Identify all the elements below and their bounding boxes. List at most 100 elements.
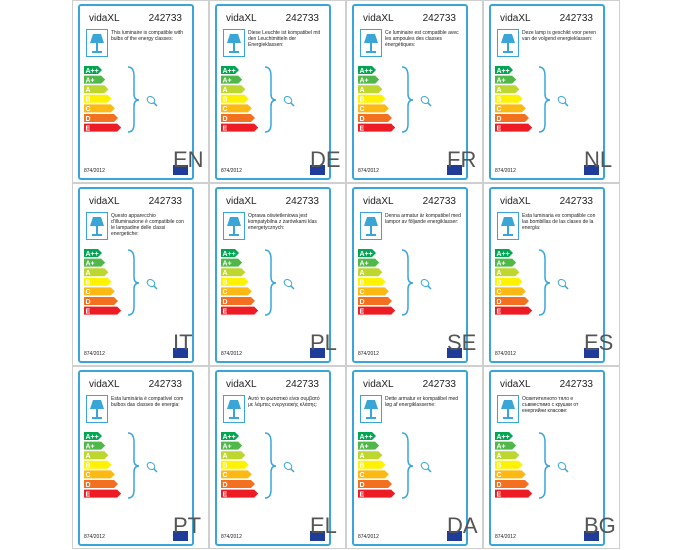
label-cell: vidaXL 242733 Dette armatur er kompatibel … [346, 366, 483, 549]
lamp-icon-box [86, 29, 108, 57]
label-cell: vidaXL 242733 Esta luminaria es compatible… [483, 183, 620, 366]
lamp-stem [96, 409, 98, 417]
regulation: 874/2012 [221, 534, 242, 540]
bulb-cap [564, 285, 569, 290]
lamp-icon [364, 217, 378, 236]
regulation: 874/2012 [358, 534, 379, 540]
brace [401, 66, 414, 133]
bulb-icon [146, 462, 156, 470]
energy-arrow [221, 489, 259, 498]
eu-flag [173, 348, 188, 358]
lamp-icon-box [497, 212, 519, 240]
lamp-base [503, 51, 513, 53]
compatibility-text: Questo apparecchio d'illuminazione è com… [111, 213, 184, 237]
lamp-icon [501, 400, 515, 419]
energy-arrow [221, 249, 239, 257]
energy-arrow [358, 85, 383, 94]
energy-class: B [223, 280, 228, 287]
energy-arrow [358, 75, 380, 84]
energy-class: A++ [360, 68, 373, 75]
energy-class: B [360, 97, 365, 104]
energy-label: vidaXL 242733 Diese Leuchte ist kompatibel… [215, 4, 331, 180]
energy-arrow [84, 66, 102, 74]
lamp-shade [90, 217, 104, 226]
language-code: DA [447, 513, 478, 538]
energy-class: D [223, 116, 228, 123]
energy-arrow [495, 480, 529, 488]
energy-class: D [360, 116, 365, 123]
energy-arrow [495, 123, 533, 132]
energy-class: C [497, 289, 502, 296]
regulation: 874/2012 [495, 534, 516, 540]
energy-class: A+ [360, 443, 369, 450]
energy-arrow [495, 258, 517, 267]
product-code: 242733 [285, 196, 319, 207]
brand: vidaXL [363, 379, 394, 390]
bulb-cap [290, 468, 295, 473]
energy-arrow [221, 104, 252, 113]
lamp-stem [507, 226, 509, 234]
compatibility-text: Esta luminária é compatível com bulbos d… [111, 396, 184, 408]
energy-arrow [84, 306, 122, 315]
energy-arrow [84, 480, 118, 488]
energy-class: A+ [497, 77, 506, 84]
brace [538, 249, 551, 316]
energy-arrow [495, 66, 513, 74]
regulation: 874/2012 [221, 168, 242, 174]
regulation: 874/2012 [358, 168, 379, 174]
energy-arrow [358, 94, 386, 103]
brand: vidaXL [500, 196, 531, 207]
energy-arrow [221, 268, 246, 277]
bulb-icon [146, 96, 156, 104]
energy-label: vidaXL 242733 Осветителното тяло е съвмест… [489, 370, 605, 546]
lamp-icon-box [360, 212, 382, 240]
energy-label: vidaXL 242733 Denna armatur är kompatibel … [352, 187, 468, 363]
lamp-stem [96, 226, 98, 234]
energy-class: B [497, 280, 502, 287]
regulation: 874/2012 [495, 168, 516, 174]
eu-flag [584, 348, 599, 358]
energy-label: vidaXL 242733 Oprawa oświetleniowa jest ko… [215, 187, 331, 363]
bulb-icon [283, 96, 293, 104]
energy-class: E [223, 125, 228, 132]
bulb-icon [420, 96, 430, 104]
energy-class: A++ [223, 251, 236, 258]
lamp-base [229, 417, 239, 419]
energy-class: B [360, 463, 365, 470]
lamp-icon [364, 400, 378, 419]
label-cell: vidaXL 242733 Questo apparecchio d'illumin… [72, 183, 209, 366]
energy-label: vidaXL 242733 Dette armatur er kompatibel … [352, 370, 468, 546]
energy-arrow [358, 287, 389, 296]
brace [264, 66, 277, 133]
product-code: 242733 [148, 196, 182, 207]
lamp-stem [233, 226, 235, 234]
energy-class: D [360, 482, 365, 489]
lamp-base [229, 51, 239, 53]
energy-arrow [84, 249, 102, 257]
label-cell: vidaXL 242733 Esta luminária é compatível … [72, 366, 209, 549]
energy-arrow [221, 287, 252, 296]
energy-class: C [86, 106, 91, 113]
lamp-icon-box [497, 395, 519, 423]
energy-arrow [495, 75, 517, 84]
energy-class: D [223, 299, 228, 306]
regulation: 874/2012 [84, 351, 105, 357]
lamp-base [503, 234, 513, 236]
compatibility-text: Esta luminaria es compatible con las bom… [522, 213, 596, 231]
energy-class: D [223, 482, 228, 489]
eu-flag [173, 531, 188, 541]
language-code: DE [310, 147, 341, 172]
energy-arrow [221, 441, 243, 450]
lamp-base [229, 234, 239, 236]
energy-class: B [86, 97, 91, 104]
energy-label: vidaXL 242733 Esta luminaria es compatible… [489, 187, 605, 363]
energy-class: C [86, 472, 91, 479]
energy-arrow [495, 460, 523, 469]
lamp-shade [501, 34, 515, 43]
energy-arrow [84, 451, 109, 460]
energy-arrow [358, 104, 389, 113]
energy-class: E [360, 308, 365, 315]
product-code: 242733 [422, 13, 456, 24]
label-cell: vidaXL 242733 Oprawa oświetleniowa jest ko… [209, 183, 346, 366]
bulb-cap [153, 285, 158, 290]
